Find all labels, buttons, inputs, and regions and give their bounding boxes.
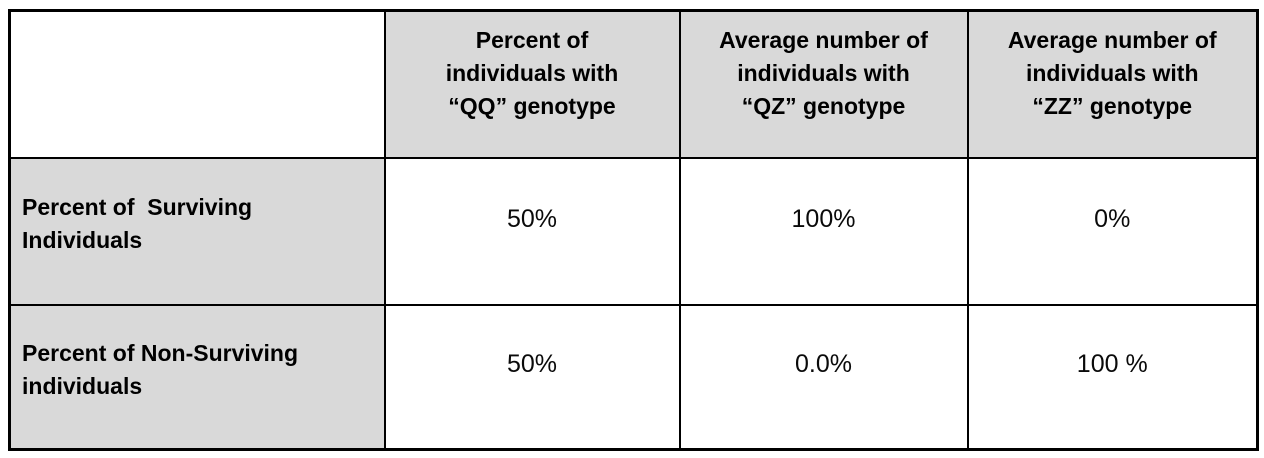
corner-cell — [8, 9, 386, 159]
row-header-non-surviving-individuals: Percent of Non-Surviving individuals — [8, 303, 386, 451]
value-non-surviving-zz: 100 % — [966, 303, 1259, 451]
value-non-surviving-qz: 0.0% — [678, 303, 969, 451]
table-row-surviving: Percent of Surviving Individuals 50% 100… — [8, 156, 1259, 306]
header-row: Percent of individuals with “QQ” genotyp… — [8, 9, 1259, 159]
row-header-surviving-individuals: Percent of Surviving Individuals — [8, 156, 386, 306]
column-header-qq-genotype: Percent of individuals with “QQ” genotyp… — [383, 9, 681, 159]
value-non-surviving-qq: 50% — [383, 303, 681, 451]
column-header-qz-genotype: Average number of individuals with “QZ” … — [678, 9, 969, 159]
table-row-non-surviving: Percent of Non-Surviving individuals 50%… — [8, 303, 1259, 451]
value-surviving-qq: 50% — [383, 156, 681, 306]
value-surviving-qz: 100% — [678, 156, 969, 306]
genotype-survival-table: Percent of individuals with “QQ” genotyp… — [8, 9, 1259, 451]
value-surviving-zz: 0% — [966, 156, 1259, 306]
column-header-zz-genotype: Average number of individuals with “ZZ” … — [966, 9, 1259, 159]
